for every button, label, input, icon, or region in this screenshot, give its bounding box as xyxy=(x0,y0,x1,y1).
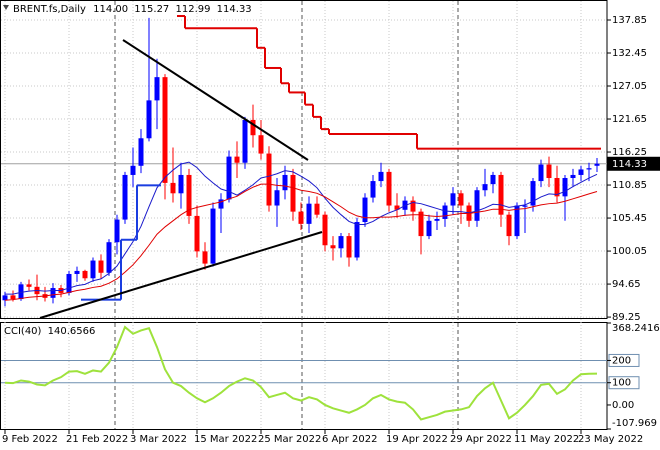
y-tick-label: 105.45 xyxy=(612,213,647,224)
candle-body xyxy=(299,212,304,224)
candle-body xyxy=(131,166,136,175)
candle-body xyxy=(91,261,96,279)
candle-body xyxy=(563,178,568,196)
candle-body xyxy=(347,236,352,257)
candle-body xyxy=(427,221,432,236)
candle-body xyxy=(355,222,360,257)
candle-body xyxy=(27,284,32,286)
candle-body xyxy=(147,100,152,138)
candle-body xyxy=(595,164,600,166)
y-tick-label: 137.85 xyxy=(612,15,647,26)
y-tick-label: 116.25 xyxy=(612,147,647,158)
candle-body xyxy=(387,172,392,206)
candle-body xyxy=(547,165,552,178)
candle-body xyxy=(571,175,576,178)
candle-body xyxy=(579,169,584,175)
last-price-label: 114.33 xyxy=(612,159,647,170)
candle-body xyxy=(179,175,184,193)
candle-body xyxy=(67,274,72,293)
candle-body xyxy=(515,206,520,237)
candle-body xyxy=(323,215,328,246)
candle-body xyxy=(587,168,592,169)
candle-body xyxy=(475,190,480,221)
y-tick-label: 110.85 xyxy=(612,180,647,191)
y-tick-label: 94.65 xyxy=(612,279,641,290)
candle-body xyxy=(259,135,264,153)
candle-body xyxy=(283,175,288,190)
y-tick-label: 200 xyxy=(612,355,631,366)
x-tick-label: 3 Mar 2022 xyxy=(130,434,187,445)
x-tick-label: 15 Mar 2022 xyxy=(194,434,257,445)
candle-body xyxy=(243,120,248,163)
y-tick-label: 127.05 xyxy=(612,81,647,92)
quote-close: 114.33 xyxy=(217,4,252,15)
x-tick-label: 21 Feb 2022 xyxy=(66,434,128,445)
candle-body xyxy=(267,154,272,206)
candle-body xyxy=(539,165,544,182)
candle-body xyxy=(435,219,440,221)
symbol: BRENT.fs,Daily xyxy=(13,4,86,15)
candle-body xyxy=(99,261,104,273)
candle-body xyxy=(307,204,312,224)
y-tick-label: 100.05 xyxy=(612,246,647,257)
candle-body xyxy=(155,77,160,100)
y-tick-label: 368.2416 xyxy=(612,323,660,334)
candle-body xyxy=(339,236,344,248)
x-tick-label: 25 Mar 2022 xyxy=(258,434,321,445)
candle-body xyxy=(195,216,200,251)
candle-body xyxy=(75,271,80,274)
candle-body xyxy=(115,220,120,243)
indicator-header: CCI(40) 140.6566 xyxy=(4,326,95,337)
x-tick-label: 19 Apr 2022 xyxy=(386,434,448,445)
y-tick-label: 89.25 xyxy=(612,312,641,323)
quote-high: 115.27 xyxy=(134,4,169,15)
candle-body xyxy=(203,251,208,263)
x-tick-label: 9 Feb 2022 xyxy=(2,434,58,445)
candle-body xyxy=(83,271,88,278)
candle-body xyxy=(491,175,496,184)
y-tick-label: 100 xyxy=(612,378,631,389)
y-tick-label: -107.969 xyxy=(612,418,657,429)
indicator-value: 140.6566 xyxy=(48,326,96,337)
candle-body xyxy=(171,183,176,193)
candle-body xyxy=(11,295,16,299)
candle-body xyxy=(291,175,296,212)
candle-body xyxy=(331,245,336,248)
y-tick-label: 0.00 xyxy=(612,400,634,411)
candle-body xyxy=(363,198,368,222)
x-tick-label: 29 Apr 2022 xyxy=(450,434,512,445)
x-tick-label: 23 May 2022 xyxy=(578,434,643,445)
candle-body xyxy=(51,288,56,298)
candle-body xyxy=(523,206,528,207)
candle-body xyxy=(3,295,8,300)
candle-body xyxy=(507,215,512,236)
candle-body xyxy=(451,193,456,205)
y-tick-label: 121.65 xyxy=(612,114,647,125)
candle-body xyxy=(211,209,216,264)
quote-low: 112.99 xyxy=(175,4,210,15)
candle-body xyxy=(107,242,112,273)
candle-body xyxy=(443,206,448,219)
candle-body xyxy=(371,181,376,198)
candle-body xyxy=(227,157,232,200)
quote-open: 114.00 xyxy=(93,4,128,15)
x-tick-label: 6 Apr 2022 xyxy=(322,434,377,445)
candle-body xyxy=(275,190,280,205)
y-tick-label: 132.45 xyxy=(612,48,647,59)
indicator-title: CCI(40) xyxy=(4,326,42,337)
candle-body xyxy=(235,157,240,163)
candle-body xyxy=(379,172,384,181)
candle-body xyxy=(139,138,144,166)
candle-body xyxy=(315,204,320,215)
x-tick-label: 11 May 2022 xyxy=(514,434,579,445)
candle-body xyxy=(123,175,128,220)
candle-body xyxy=(163,77,168,183)
candle-body xyxy=(459,193,464,205)
candle-body xyxy=(483,184,488,190)
